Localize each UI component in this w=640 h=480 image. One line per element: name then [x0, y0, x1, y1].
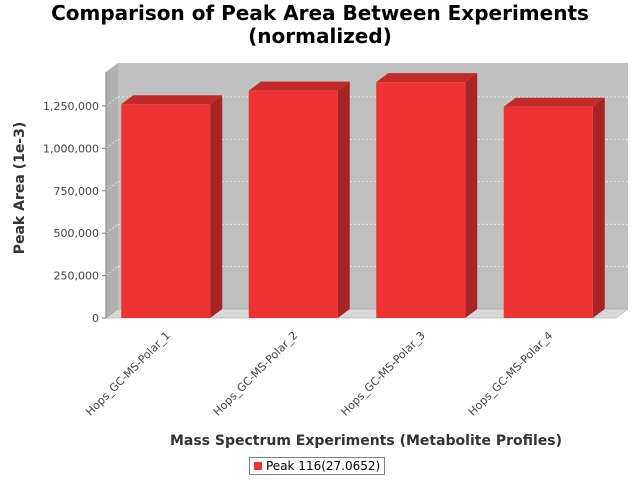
chart-title-line-1: Comparison of Peak Area Between Experime… [51, 1, 589, 25]
legend: Peak 116(27.0652) [249, 457, 386, 475]
bar-front [376, 82, 466, 318]
chart-title-line-2: (normalized) [248, 24, 392, 48]
bar-top [248, 81, 350, 91]
y-tick-label: 1,000,000 [43, 142, 99, 155]
y-tick-label: 0 [92, 312, 99, 325]
y-tick-label: 1,250,000 [43, 100, 99, 113]
legend-label: Peak 116(27.0652) [266, 459, 381, 473]
bar-side [592, 97, 605, 318]
bar-side [210, 95, 223, 318]
bar [503, 97, 605, 318]
y-axis-label: Peak Area (1e-3) [12, 122, 28, 255]
y-tick-label: 750,000 [54, 185, 100, 198]
y-axis-ticks: 0 250,000 500,000 750,000 1,000,000 1,250,000 [43, 100, 106, 325]
chart-title: Comparison of Peak Area Between Experime… [0, 2, 640, 48]
bar [248, 81, 350, 318]
gridline-diag [105, 139, 119, 149]
bar-side [465, 73, 478, 318]
plot-back-wall [118, 63, 628, 309]
bar-front [248, 90, 338, 318]
bar-top [376, 73, 478, 83]
bar-top [121, 95, 223, 105]
bar-top [503, 97, 605, 107]
gridline-diag [105, 223, 119, 234]
plot-left-wall [106, 63, 118, 318]
x-tick-label: Hops_GC-MS-Polar_2 [211, 329, 301, 419]
x-axis-label: Mass Spectrum Experiments (Metabolite Pr… [170, 433, 562, 449]
gridline-diag [105, 181, 119, 191]
x-tick-label: Hops_GC-MS-Polar_4 [466, 329, 556, 419]
bar-side [337, 81, 350, 318]
bars [121, 73, 605, 318]
gridline-diag [105, 96, 119, 107]
x-tick-label: Hops_GC-MS-Polar_1 [83, 329, 173, 419]
bar-front [121, 104, 211, 318]
legend-swatch [254, 462, 262, 470]
bar-front [503, 106, 593, 318]
bar [121, 95, 223, 318]
x-axis-ticks: Hops_GC-MS-Polar_1 Hops_GC-MS-Polar_2 Hops… [83, 329, 555, 419]
bar [376, 73, 478, 318]
y-tick-label: 500,000 [54, 227, 100, 240]
x-tick-label: Hops_GC-MS-Polar_3 [338, 329, 428, 419]
gridline-diag [105, 266, 119, 276]
y-tick-label: 250,000 [54, 270, 100, 283]
